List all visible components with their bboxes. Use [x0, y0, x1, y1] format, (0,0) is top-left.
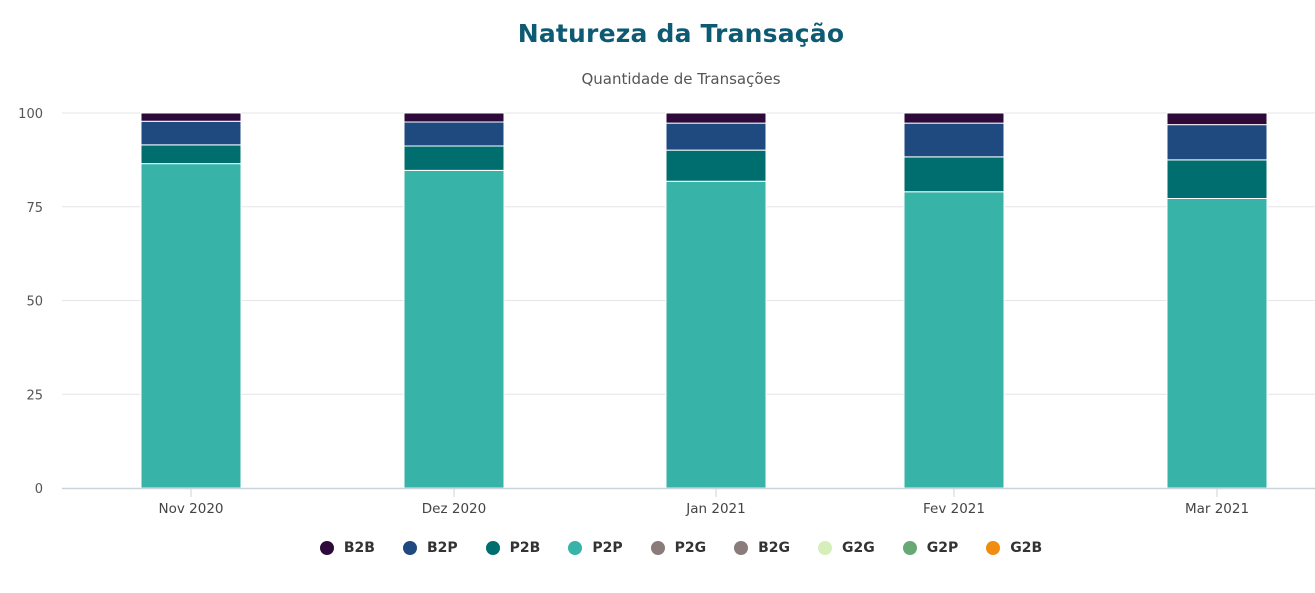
bar-segment-b2b[interactable]: [403, 112, 505, 123]
legend-label: P2B: [509, 540, 541, 556]
y-axis: 0 25 50 75 100: [18, 107, 43, 497]
bar-segment-b2p[interactable]: [403, 121, 505, 147]
bar-segment-p2b[interactable]: [665, 149, 767, 182]
y-tick-label: 25: [26, 388, 43, 403]
legend-label: B2P: [426, 540, 458, 556]
bar-segment-b2p[interactable]: [903, 122, 1005, 158]
legend-item-g2g[interactable]: G2G: [818, 540, 875, 556]
y-tick-label: 0: [35, 482, 43, 497]
x-tick-label: Dez 2020: [422, 501, 486, 517]
legend-label: G2G: [842, 540, 875, 556]
legend-item-g2p[interactable]: G2P: [902, 540, 959, 556]
legend-marker: [485, 541, 500, 555]
bar-segment-p2p[interactable]: [140, 163, 242, 489]
legend-label: G2P: [926, 540, 959, 556]
bar-segment-p2b[interactable]: [903, 156, 1005, 193]
bar-segment-p2p[interactable]: [403, 169, 505, 489]
bar-segment-b2b[interactable]: [903, 112, 1005, 124]
y-tick-label: 50: [26, 295, 43, 310]
legend-item-b2g[interactable]: B2G: [734, 540, 790, 556]
legend-label: G2B: [1010, 540, 1043, 556]
legend-marker: [734, 541, 749, 555]
legend-label: B2B: [343, 540, 375, 556]
legend-marker: [319, 541, 334, 555]
bar-segment-b2b[interactable]: [665, 112, 767, 124]
legend-label: B2G: [758, 540, 790, 556]
legend-label: P2P: [592, 540, 623, 556]
chart-subtitle: Quantidade de Transações: [581, 70, 781, 88]
x-axis: Nov 2020 Dez 2020 Jan 2021 Fev 2021 Mar 2021: [62, 487, 1315, 517]
bar-segment-p2b[interactable]: [403, 145, 505, 171]
bars: [140, 112, 1268, 489]
x-tick-label: Mar 2021: [1185, 501, 1249, 517]
legend-marker: [818, 541, 832, 555]
legend-item-p2g[interactable]: P2G: [650, 540, 707, 556]
chart-title: Natureza da Transação: [517, 19, 845, 48]
legend-marker: [902, 541, 917, 555]
legend-label: P2G: [674, 540, 707, 556]
x-tick-label: Fev 2021: [923, 501, 985, 517]
bar-segment-b2p[interactable]: [1166, 124, 1268, 161]
legend-marker: [986, 541, 1001, 555]
y-tick-label: 75: [26, 201, 43, 216]
legend-item-b2b[interactable]: B2B: [319, 540, 375, 556]
bar-segment-b2b[interactable]: [1166, 112, 1268, 126]
legend-marker: [402, 541, 417, 555]
chart-legend: B2B B2P P2B P2P P2G B2G G2G G2P G2B: [0, 540, 1315, 556]
bar-segment-p2b[interactable]: [140, 144, 242, 165]
bar-segment-p2p[interactable]: [903, 191, 1005, 489]
bar-segment-p2b[interactable]: [1166, 159, 1268, 199]
y-tick-label: 100: [18, 107, 43, 122]
legend-marker: [568, 541, 583, 555]
legend-marker: [650, 541, 665, 555]
bar-segment-p2p[interactable]: [1166, 198, 1268, 489]
bar-segment-b2b[interactable]: [140, 112, 242, 122]
bar-segment-b2p[interactable]: [140, 120, 242, 146]
x-tick-label: Jan 2021: [685, 501, 745, 517]
bar-segment-p2p[interactable]: [665, 180, 767, 489]
x-tick-label: Nov 2020: [159, 501, 224, 517]
legend-item-p2b[interactable]: P2B: [485, 540, 541, 556]
legend-item-b2p[interactable]: B2P: [402, 540, 458, 556]
legend-item-g2b[interactable]: G2B: [986, 540, 1042, 556]
bar-segment-b2p[interactable]: [665, 122, 767, 151]
legend-item-p2p[interactable]: P2P: [568, 540, 623, 556]
